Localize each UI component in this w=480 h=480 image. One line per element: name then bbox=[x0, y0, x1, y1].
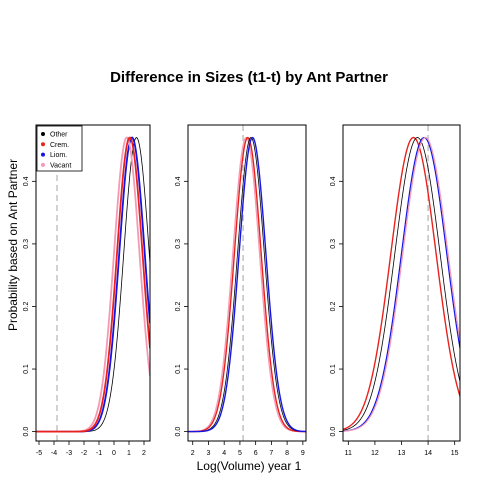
y-tick-label: 0.3 bbox=[175, 239, 182, 249]
legend-marker bbox=[41, 152, 45, 157]
x-tick-label: -1 bbox=[96, 450, 102, 457]
plot-frame bbox=[187, 124, 307, 442]
y-tick-label: 0.3 bbox=[23, 239, 30, 249]
y-tick-label: 0.1 bbox=[175, 364, 182, 374]
x-tick-label: 4 bbox=[222, 450, 226, 457]
x-tick-label: 9 bbox=[301, 450, 305, 457]
curve-other bbox=[188, 137, 306, 433]
x-tick-label: 0 bbox=[112, 450, 116, 457]
x-tick-label: 7 bbox=[269, 450, 273, 457]
x-tick-label: -5 bbox=[36, 450, 42, 457]
curve-other bbox=[36, 137, 150, 433]
legend-marker bbox=[41, 162, 45, 167]
panels: -5 -4 -3 -2 -1 0 1 20.00.10.20.30.42 3 4 5 6 7 8 90.00… bbox=[23, 124, 461, 457]
curve-vacant bbox=[343, 136, 460, 432]
legend-entry: Liom. bbox=[50, 152, 67, 159]
x-tick-label: -4 bbox=[51, 450, 57, 457]
x-tick-label: 2 bbox=[191, 450, 195, 457]
legend-entry: Vacant bbox=[50, 162, 71, 169]
y-axis-label: Probability based on Ant Partner bbox=[6, 159, 20, 331]
panel-1: -5 -4 -3 -2 -1 0 1 2 0.0 0.1 0.2 0.3 0.4 bbox=[23, 124, 151, 457]
legend: Other Crem. Liom. Vacant bbox=[36, 125, 83, 172]
y-tick-label: 0.0 bbox=[23, 427, 30, 437]
x-tick-label: 14 bbox=[424, 450, 432, 457]
curves bbox=[188, 136, 306, 433]
legend-entry: Other bbox=[50, 132, 68, 139]
chart-title: Difference in Sizes (t1-t) by Ant Partne… bbox=[110, 69, 388, 86]
x-tick-label: 15 bbox=[451, 450, 459, 457]
y-tick-label: 0.0 bbox=[330, 427, 337, 437]
x-tick-label: 6 bbox=[254, 450, 258, 457]
legend-entry: Crem. bbox=[50, 142, 69, 149]
y-tick-label: 0.4 bbox=[23, 176, 30, 186]
x-tick-label: 8 bbox=[285, 450, 289, 457]
x-axis-label: Log(Volume) year 1 bbox=[197, 459, 302, 473]
x-tick-label: 11 bbox=[345, 450, 352, 457]
y-tick-label: 0.0 bbox=[175, 427, 182, 437]
y-tick-label: 0.2 bbox=[330, 301, 337, 311]
legend-marker bbox=[41, 142, 45, 147]
curve-vacant bbox=[36, 136, 150, 433]
curves bbox=[343, 136, 460, 432]
curve-crem bbox=[36, 136, 150, 433]
x-tick-label: 2 bbox=[142, 450, 146, 457]
y-tick-label: 0.1 bbox=[330, 364, 337, 374]
plot-frame bbox=[35, 124, 151, 442]
curve-crem bbox=[188, 136, 306, 433]
x-tick-label: 13 bbox=[398, 450, 406, 457]
legend-marker bbox=[41, 132, 45, 136]
y-tick-label: 0.2 bbox=[23, 301, 30, 311]
panel-3: 11 12 13 14 15 0.0 0.1 0.2 0.3 0.4 bbox=[330, 124, 461, 457]
y-tick-label: 0.2 bbox=[175, 301, 182, 311]
curve-crem bbox=[343, 136, 460, 430]
y-tick-label: 0.3 bbox=[330, 239, 337, 249]
curve-liom bbox=[36, 136, 150, 433]
x-tick-label: -3 bbox=[66, 450, 72, 457]
curve-liom bbox=[188, 136, 306, 433]
x-tick-label: 1 bbox=[127, 450, 131, 457]
x-tick-label: 12 bbox=[371, 450, 379, 457]
curve-liom bbox=[343, 136, 460, 432]
y-tick-label: 0.4 bbox=[175, 176, 182, 186]
curve-vacant bbox=[188, 136, 306, 433]
y-tick-label: 0.4 bbox=[330, 176, 337, 186]
x-tick-label: 3 bbox=[207, 450, 211, 457]
x-tick-label: -2 bbox=[81, 450, 87, 457]
y-tick-label: 0.1 bbox=[23, 364, 30, 374]
curves bbox=[36, 136, 150, 433]
curve-other bbox=[343, 137, 460, 431]
x-tick-label: 5 bbox=[238, 450, 242, 457]
panel-2: 2 3 4 5 6 7 8 9 0.0 0.1 0.2 0.3 0.4 bbox=[175, 124, 307, 457]
